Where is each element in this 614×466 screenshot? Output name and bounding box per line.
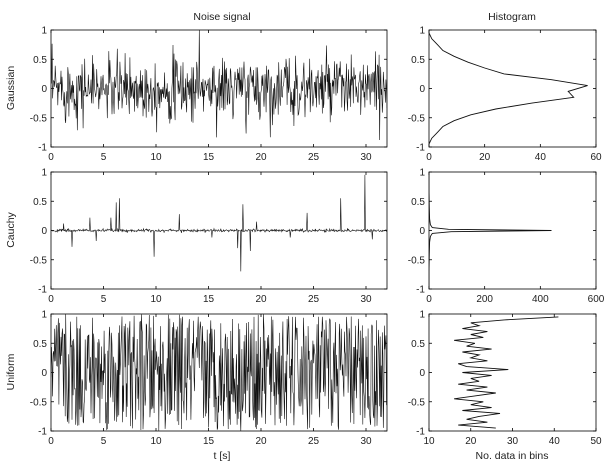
x-tick-label: 10 — [150, 294, 162, 305]
histogram-line — [454, 316, 559, 429]
uniform-signal-axes: 0 5 10 15 20 25 30 1 0.5 0 -0.5 -1 — [30, 310, 388, 447]
histogram-line — [429, 174, 552, 287]
x-tick-label: 60 — [590, 152, 602, 163]
x-tick-label: 20 — [465, 436, 477, 447]
y-tick-label: 1 — [419, 310, 425, 321]
x-tick-label: 0 — [48, 436, 54, 447]
y-tick-label: -1 — [38, 143, 47, 154]
signal-line — [51, 314, 387, 431]
y-tick-label: -0.5 — [30, 113, 48, 124]
x-tick-label: 5 — [101, 152, 107, 163]
cauchy-histogram-axes: 0 200 400 600 1 0.5 0 -0.5 -1 — [408, 168, 605, 306]
axes-frame — [428, 29, 597, 148]
ylabel-uniform: Uniform — [5, 353, 17, 390]
y-tick-label: -1 — [416, 143, 425, 154]
x-tick-label: 30 — [360, 294, 372, 305]
x-tick-label: 15 — [203, 294, 215, 305]
y-tick-label: -1 — [38, 427, 47, 438]
x-tick-label: 0 — [48, 294, 54, 305]
axes-frame — [428, 171, 597, 290]
y-tick-label: 0.5 — [33, 339, 47, 350]
x-tick-label: 25 — [308, 436, 320, 447]
y-tick-label: 0.5 — [411, 197, 425, 208]
gaussian-histogram-axes: 0 20 40 60 1 0.5 0 -0.5 -1 — [408, 26, 602, 164]
x-tick-label: 600 — [588, 294, 605, 305]
x-tick-label: 20 — [255, 436, 267, 447]
y-tick-label: 0.5 — [411, 55, 425, 66]
y-tick-label: 0.5 — [411, 339, 425, 350]
y-tick-label: -1 — [416, 285, 425, 296]
y-tick-label: -0.5 — [408, 397, 426, 408]
y-tick-label: 1 — [41, 168, 47, 179]
x-tick-label: 30 — [360, 436, 372, 447]
x-tick-label: 20 — [255, 294, 267, 305]
y-tick-label: -0.5 — [408, 255, 426, 266]
x-tick-label: 20 — [479, 152, 491, 163]
y-tick-label: 0 — [41, 368, 47, 379]
x-tick-label: 400 — [532, 294, 549, 305]
signal-line — [51, 174, 387, 272]
x-tick-label: 10 — [150, 436, 162, 447]
gaussian-signal-axes: 0 5 10 15 20 25 30 1 0.5 0 -0.5 -1 — [30, 26, 388, 163]
y-tick-label: 1 — [41, 26, 47, 37]
y-tick-label: -0.5 — [408, 113, 426, 124]
x-tick-label: 15 — [203, 436, 215, 447]
cauchy-signal-axes: 0 5 10 15 20 25 30 1 0.5 0 -0.5 -1 — [30, 168, 388, 305]
y-tick-label: 0.5 — [33, 197, 47, 208]
y-tick-label: 0 — [419, 84, 425, 95]
xlabel-bins: No. data in bins — [476, 450, 549, 462]
x-tick-label: 25 — [308, 294, 320, 305]
x-tick-label: 5 — [101, 294, 107, 305]
uniform-histogram-axes: 10 20 30 40 50 1 0.5 0 -0.5 -1 — [408, 310, 602, 448]
y-tick-label: -1 — [416, 427, 425, 438]
x-tick-label: 0 — [426, 152, 432, 163]
y-tick-label: 1 — [41, 310, 47, 321]
x-tick-label: 30 — [507, 436, 519, 447]
y-tick-label: 0 — [419, 368, 425, 379]
y-tick-label: 1 — [419, 26, 425, 37]
histogram-line — [429, 32, 588, 145]
x-tick-label: 30 — [360, 152, 372, 163]
signal-line — [51, 30, 387, 141]
xlabel-time: t [s] — [214, 450, 231, 462]
y-tick-label: -0.5 — [30, 255, 48, 266]
x-tick-label: 200 — [476, 294, 493, 305]
x-tick-label: 10 — [423, 436, 435, 447]
title-noise-signal: Noise signal — [193, 11, 250, 23]
y-tick-label: 0 — [41, 84, 47, 95]
axes-frame — [428, 313, 597, 432]
x-tick-label: 40 — [535, 152, 547, 163]
x-tick-label: 40 — [549, 436, 561, 447]
y-tick-label: -0.5 — [30, 397, 48, 408]
x-tick-label: 20 — [255, 152, 267, 163]
x-tick-label: 10 — [150, 152, 162, 163]
x-tick-label: 50 — [590, 436, 602, 447]
x-tick-label: 15 — [203, 152, 215, 163]
ylabel-cauchy: Cauchy — [5, 211, 17, 247]
x-tick-label: 5 — [101, 436, 107, 447]
y-tick-label: 0.5 — [33, 55, 47, 66]
x-tick-label: 0 — [48, 152, 54, 163]
title-histogram: Histogram — [488, 11, 536, 23]
x-tick-label: 0 — [426, 294, 432, 305]
y-tick-label: 0 — [41, 226, 47, 237]
y-tick-label: 0 — [419, 226, 425, 237]
y-tick-label: -1 — [38, 285, 47, 296]
x-tick-label: 25 — [308, 152, 320, 163]
ylabel-gaussian: Gaussian — [5, 66, 17, 111]
y-tick-label: 1 — [419, 168, 425, 179]
